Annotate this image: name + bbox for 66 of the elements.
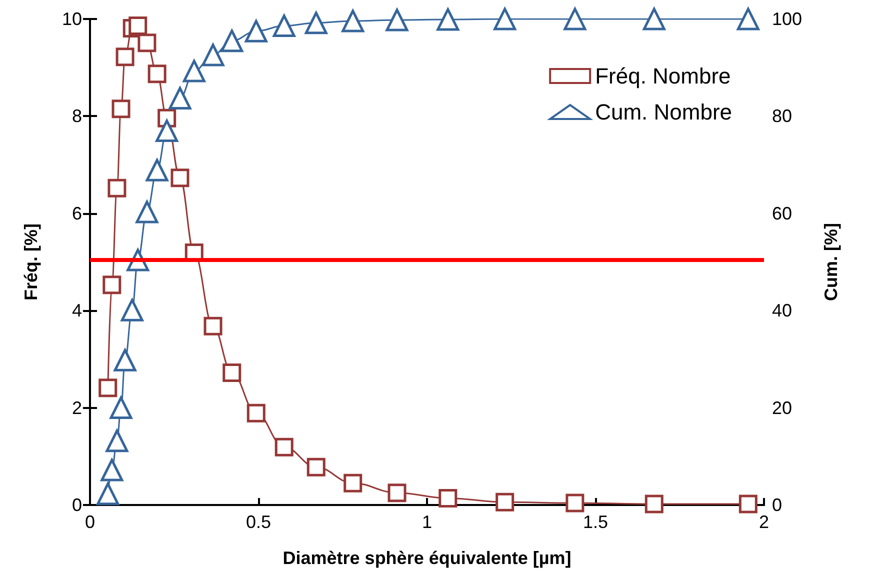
point <box>274 438 294 456</box>
point <box>342 10 364 32</box>
point <box>182 60 206 82</box>
point <box>306 458 326 476</box>
point <box>738 494 758 514</box>
legend-label: Cum. Nombre <box>595 100 732 124</box>
point <box>304 12 328 34</box>
y-tick-label: 4 <box>72 300 82 321</box>
point <box>220 30 244 52</box>
point <box>100 458 124 482</box>
point <box>566 494 584 512</box>
point <box>138 34 156 52</box>
point <box>110 396 132 420</box>
y2-axis-title: Cum. [%] <box>821 223 841 301</box>
x-tick-label: 0.5 <box>246 512 272 532</box>
point <box>386 8 408 32</box>
point <box>136 200 158 224</box>
point <box>222 364 242 382</box>
y-tick-label: 10 <box>62 9 82 29</box>
point <box>120 298 144 322</box>
x-tick-label: 1.5 <box>582 512 608 532</box>
point <box>644 494 664 514</box>
point <box>112 100 130 118</box>
point <box>204 316 222 336</box>
point <box>114 348 136 372</box>
point <box>146 158 168 182</box>
point <box>170 168 190 188</box>
point <box>436 8 460 31</box>
point <box>244 20 268 42</box>
point <box>494 8 516 30</box>
point <box>98 378 118 398</box>
y-tick-label: 8 <box>72 106 82 126</box>
y-tick-label: 0 <box>72 495 82 515</box>
point <box>642 8 666 30</box>
point <box>116 48 134 66</box>
point <box>272 14 296 38</box>
y2-tick-label: 40 <box>772 300 792 321</box>
point <box>736 8 760 30</box>
y2-tick-label: 0 <box>772 495 782 515</box>
point <box>96 482 120 506</box>
y2-tick-label: 80 <box>772 106 792 126</box>
point <box>102 276 122 294</box>
point <box>438 488 458 508</box>
y-axis-title: Fréq. [%] <box>21 223 41 301</box>
point <box>564 8 586 30</box>
x-tick-label: 0 <box>84 512 96 532</box>
point <box>344 474 362 492</box>
y2-tick-label: 20 <box>772 398 792 418</box>
x-tick-label: 1 <box>422 512 432 532</box>
point <box>148 64 166 84</box>
point <box>128 16 148 36</box>
x-tick-label: 2 <box>758 512 770 532</box>
y2-tick-label: 60 <box>772 203 792 224</box>
y-tick-label: 2 <box>72 398 82 418</box>
legend-label: Fréq. Nombre <box>595 64 731 88</box>
point <box>246 404 266 422</box>
point <box>168 86 192 110</box>
point <box>106 430 128 452</box>
y-tick-label: 6 <box>72 203 82 224</box>
y2-tick-label: 100 <box>772 9 802 29</box>
point <box>496 492 514 512</box>
point <box>202 44 224 66</box>
point <box>108 178 126 198</box>
x-axis-title: Diamètre sphère équivalente [µm] <box>282 548 572 568</box>
point <box>156 120 178 142</box>
point <box>388 484 406 502</box>
